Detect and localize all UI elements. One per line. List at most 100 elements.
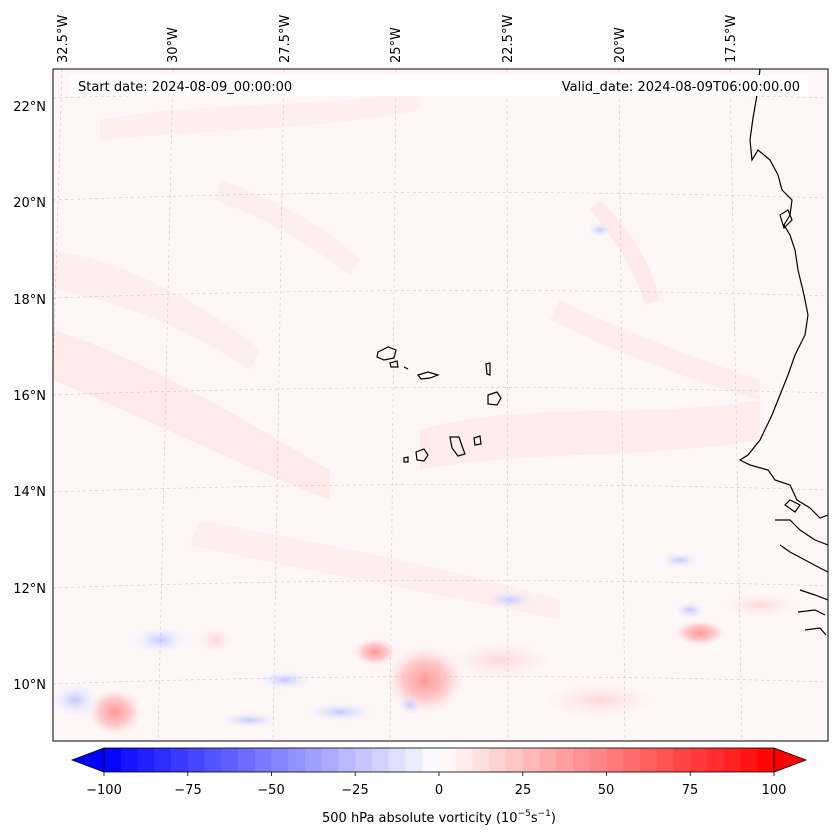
colorbar-tick-label: −25 (341, 783, 368, 798)
colorbar-tick-label: −50 (257, 783, 284, 798)
colorbar-tick-label: 25 (515, 783, 532, 798)
colorbar-cell (455, 748, 474, 772)
lat-label: 18°N (13, 293, 46, 308)
colorbar-high-extend (773, 747, 808, 773)
colorbar-tick-label: −100 (86, 783, 122, 798)
map-panel: Start date: 2024-08-09_00:00:00 Valid_da… (52, 68, 829, 742)
colorbar-cell (489, 748, 507, 772)
colorbar: −100 −75 −50 −25 0 25 50 75 100 500 hPa … (70, 747, 808, 826)
vorticity-streak (100, 90, 420, 140)
island-sal (485, 362, 491, 376)
colorbar-cell (623, 748, 641, 772)
lat-label: 16°N (13, 389, 46, 404)
colorbar-cell (238, 748, 256, 772)
colorbar-cell (673, 748, 691, 772)
colorbar-cell (137, 748, 155, 772)
vorticity-min (674, 601, 706, 619)
vorticity-max (445, 640, 555, 680)
vorticity-min (220, 712, 280, 728)
vorticity-max (353, 638, 397, 666)
colorbar-cell (656, 748, 675, 772)
vorticity-max (87, 688, 143, 736)
vorticity-min (257, 670, 313, 690)
colorbar-label-exp2: −1 (538, 809, 551, 819)
gulf-island (779, 209, 793, 230)
island-sao-nicolau (417, 371, 440, 380)
island-sao-vicente (389, 360, 399, 368)
colorbar-label-end: ) (551, 811, 556, 826)
colorbar-cell (355, 748, 373, 772)
vorticity-min (398, 695, 422, 715)
colorbar-cell (439, 748, 457, 772)
vorticity-max (540, 682, 660, 718)
vorticity-min (660, 552, 700, 568)
vorticity-min (485, 590, 535, 610)
lat-label: 10°N (13, 678, 46, 693)
colorbar-cell (405, 748, 423, 772)
lon-label: 17.5°W (724, 15, 739, 63)
colorbar-cell (372, 748, 390, 772)
colorbar-tick-labels: −100 −75 −50 −25 0 25 50 75 100 (86, 783, 786, 798)
colorbar-tick-label: −75 (174, 783, 201, 798)
vorticity-max (720, 593, 800, 617)
island-santiago (449, 436, 466, 457)
colorbar-label-text: 500 hPa absolute vorticity (10 (322, 811, 518, 826)
vorticity-streak (215, 180, 360, 275)
africa-coast (738, 69, 828, 636)
island-boa-vista (487, 391, 502, 406)
vorticity-streak (53, 250, 260, 370)
colorbar-cell (305, 748, 323, 772)
colorbar-tick-label: 50 (598, 783, 615, 798)
gridlines (53, 69, 828, 741)
colorbar-cell (221, 748, 239, 772)
colorbar-cell (171, 748, 189, 772)
colorbar-cell (640, 748, 658, 772)
lon-label: 27.5°W (278, 15, 293, 63)
colorbar-label-mid: s (531, 811, 538, 826)
colorbar-cell (740, 748, 758, 772)
vorticity-field (53, 90, 800, 736)
lon-label: 20°W (613, 27, 628, 63)
lon-label: 32.5°W (56, 15, 71, 63)
colorbar-cell (606, 748, 624, 772)
colorbar-cell (589, 748, 608, 772)
colorbar-cells (104, 748, 775, 772)
vorticity-streak (190, 520, 560, 620)
vorticity-min (305, 702, 375, 722)
lat-label: 12°N (13, 582, 46, 597)
colorbar-tick-label: 0 (435, 783, 443, 798)
colorbar-cell (204, 748, 222, 772)
coastline (738, 69, 828, 636)
colorbar-cell (187, 748, 206, 772)
vorticity-streak (53, 330, 330, 500)
colorbar-cell (388, 748, 407, 772)
colorbar-tick-label: 100 (762, 783, 787, 798)
colorbar-cell (104, 748, 122, 772)
colorbar-cell (472, 748, 490, 772)
colorbar-cell (573, 748, 591, 772)
cape-verde-islands (376, 346, 502, 463)
lon-label: 22.5°W (501, 15, 516, 63)
annotation-box (70, 75, 808, 96)
island-fogo (415, 448, 429, 462)
lon-label: 30°W (166, 27, 181, 63)
vorticity-streak (420, 400, 760, 470)
lat-label: 22°N (13, 100, 46, 115)
latitude-labels: 22°N 20°N 18°N 16°N 14°N 12°N 10°N (13, 100, 46, 693)
colorbar-tick-label: 75 (682, 783, 699, 798)
island-brava (403, 456, 409, 463)
vorticity-max (195, 626, 235, 654)
island-santa-luzia (403, 366, 409, 370)
valid-date-label: Valid_date: 2024-08-09T06:00:00.00 (562, 80, 800, 95)
colorbar-cell (154, 748, 172, 772)
island-santo-antao (376, 346, 397, 361)
lon-label: 25°W (389, 27, 404, 63)
colorbar-cell (422, 748, 440, 772)
colorbar-cell (506, 748, 524, 772)
start-date-label: Start date: 2024-08-09_00:00:00 (78, 80, 292, 95)
lat-label: 20°N (13, 196, 46, 211)
colorbar-cell (120, 748, 139, 772)
island-maio (473, 435, 482, 446)
